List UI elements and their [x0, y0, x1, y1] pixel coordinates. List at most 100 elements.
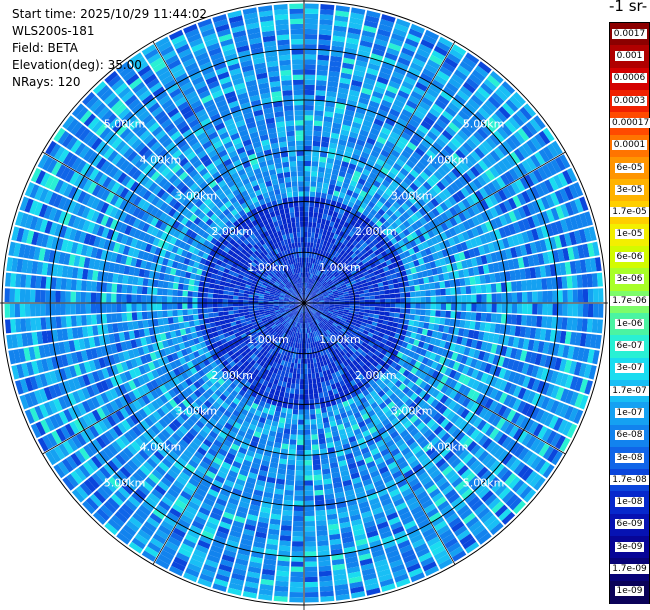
beta-gate — [281, 515, 293, 521]
beta-gate — [318, 560, 331, 567]
beta-gate — [368, 235, 376, 242]
beta-gate — [320, 197, 326, 204]
beta-gate — [342, 232, 349, 240]
beta-gate — [305, 293, 309, 299]
beta-gate — [311, 439, 319, 445]
beta-gate — [413, 109, 426, 120]
beta-gate — [318, 228, 324, 235]
beta-gate — [474, 321, 481, 331]
beta-gate — [381, 61, 395, 71]
beta-gate — [468, 73, 483, 86]
beta-gate — [327, 152, 336, 159]
beta-gate — [337, 92, 348, 100]
beta-gate — [322, 126, 332, 133]
beta-gate — [501, 81, 516, 95]
beta-gate — [351, 175, 360, 183]
beta-gate — [304, 262, 306, 268]
beta-gate — [325, 167, 333, 174]
beta-gate — [436, 152, 448, 163]
beta-gate — [429, 282, 436, 290]
beta-gate — [289, 444, 297, 450]
beta-gate — [486, 303, 492, 313]
beta-gate — [316, 64, 329, 71]
beta-gate — [572, 289, 579, 303]
beta-gate — [445, 303, 452, 311]
beta-gate — [359, 300, 365, 303]
beta-gate — [346, 32, 361, 40]
beta-gate — [358, 45, 372, 53]
beta-gate — [314, 367, 319, 374]
beta-gate — [410, 62, 424, 72]
beta-gate — [411, 114, 423, 124]
beta-gate — [440, 148, 451, 159]
beta-gate — [311, 293, 317, 298]
beta-gate — [353, 255, 360, 262]
beta-gate — [277, 560, 290, 567]
beta-gate — [445, 82, 459, 94]
beta-gate — [314, 105, 325, 112]
beta-gate — [353, 116, 364, 125]
beta-gate — [406, 123, 417, 133]
beta-gate — [398, 154, 408, 164]
beta-gate — [405, 159, 416, 169]
beta-gate — [278, 463, 287, 470]
beta-gate — [275, 575, 289, 582]
beta-gate — [309, 403, 315, 410]
beta-gate — [320, 4, 335, 11]
beta-gate — [489, 133, 501, 146]
beta-gate — [388, 80, 401, 90]
beta-gate — [542, 303, 548, 315]
beta-gate — [324, 252, 330, 258]
beta-gate — [493, 130, 505, 143]
beta-gate — [362, 25, 377, 34]
beta-gate — [304, 89, 315, 96]
beta-gate — [383, 285, 390, 291]
beta-gate — [596, 272, 603, 287]
beta-gate — [310, 278, 314, 285]
beta-gate — [292, 536, 304, 542]
beta-gate — [505, 99, 519, 113]
beta-gate — [307, 294, 311, 300]
beta-gate — [394, 293, 401, 298]
beta-gate — [348, 243, 355, 251]
beta-gate — [311, 444, 319, 450]
beta-gate — [304, 475, 313, 481]
beta-gate — [379, 311, 385, 316]
beta-gate — [403, 42, 417, 53]
beta-gate — [402, 190, 412, 199]
beta-gate — [305, 287, 308, 294]
beta-gate — [305, 287, 307, 293]
beta-gate — [412, 133, 423, 143]
beta-gate — [304, 135, 313, 141]
beta-gate — [355, 242, 362, 249]
beta-gate — [313, 388, 319, 394]
beta-gate — [308, 283, 312, 289]
beta-gate — [316, 69, 328, 76]
beta-gate — [295, 353, 299, 359]
beta-gate — [349, 307, 355, 311]
beta-gate — [509, 95, 523, 109]
beta-gate — [413, 178, 423, 188]
beta-gate — [440, 303, 447, 310]
beta-gate — [326, 214, 332, 221]
beta-gate — [349, 303, 355, 306]
beta-gate — [379, 18, 395, 28]
beta-gate — [304, 186, 310, 192]
beta-gate — [339, 77, 351, 85]
beta-gate — [309, 290, 314, 296]
beta-gate — [354, 249, 361, 256]
beta-gate — [415, 291, 421, 297]
beta-gate — [322, 229, 328, 236]
beta-gate — [406, 217, 415, 226]
beta-gate — [297, 429, 304, 435]
beta-gate — [413, 201, 423, 211]
beta-gate — [304, 424, 311, 430]
beta-gate — [313, 274, 317, 280]
beta-gate — [304, 18, 318, 25]
beta-gate — [311, 373, 316, 379]
beta-gate — [312, 286, 317, 292]
beta-gate — [304, 465, 313, 471]
beta-gate — [304, 74, 316, 80]
beta-gate — [357, 225, 365, 232]
beta-gate — [307, 295, 312, 300]
